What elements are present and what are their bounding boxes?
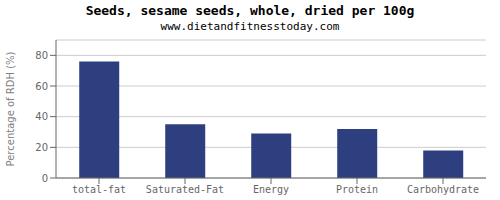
html-text:Seeds, sesame seeds, whole, dr: Seeds, sesame seeds, whole, dried per 10… (85, 3, 415, 18)
svg-text:80: 80 (35, 50, 48, 61)
html-text:www.dietandfitnesstoday.com: www.dietandfitnesstoday.com (160, 20, 340, 33)
svg-text:total-fat: total-fat (72, 184, 126, 195)
svg-text:Saturated-Fat: Saturated-Fat (146, 184, 224, 195)
svg-text:0: 0 (42, 173, 48, 184)
svg-text:Carbohydrate: Carbohydrate (407, 184, 479, 195)
svg-text:Percentage of RDH (%): Percentage of RDH (%) (8, 51, 16, 166)
svg-text:Protein: Protein (336, 184, 378, 195)
svg-text:Energy: Energy (253, 184, 289, 195)
svg-text:60: 60 (35, 81, 48, 92)
svg-text:40: 40 (35, 111, 48, 122)
svg-text:20: 20 (35, 142, 48, 153)
